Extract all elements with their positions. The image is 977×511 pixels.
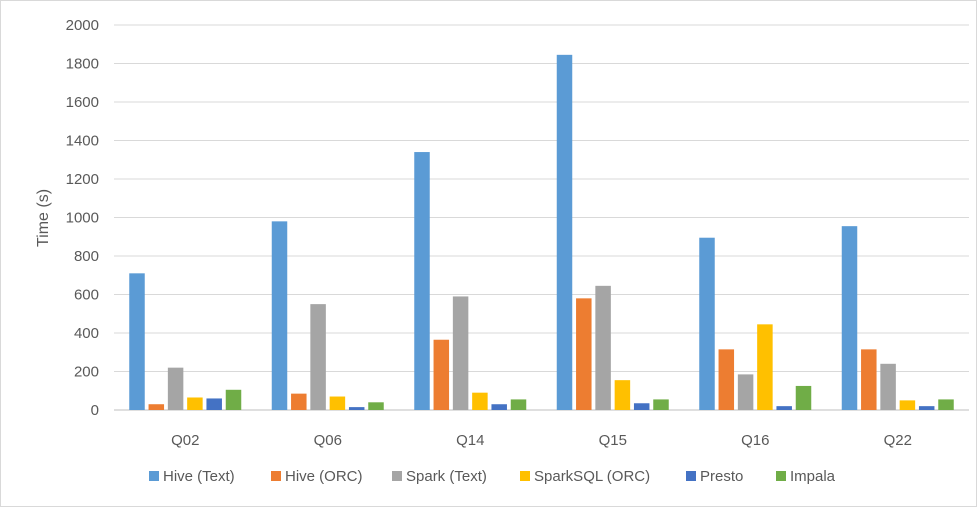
x-tick-label: Q22 — [884, 432, 912, 449]
bar — [776, 406, 792, 410]
legend-swatch — [776, 471, 786, 481]
bar — [861, 349, 877, 410]
bar — [595, 285, 611, 410]
bar — [167, 367, 184, 410]
bar — [899, 400, 916, 410]
bar — [348, 407, 365, 410]
legend-swatch — [686, 471, 696, 481]
bars — [129, 54, 954, 411]
legend-swatch — [520, 471, 530, 481]
y-tick-label: 1000 — [66, 210, 99, 227]
legend-swatch — [271, 471, 281, 481]
bar — [699, 237, 715, 410]
bar — [795, 385, 812, 410]
bar — [880, 363, 896, 410]
y-tick-label: 400 — [74, 325, 99, 342]
bar — [271, 221, 288, 410]
bar — [472, 392, 488, 410]
bar — [633, 403, 650, 410]
y-tick-label: 1600 — [66, 94, 99, 111]
y-tick-label: 200 — [74, 364, 99, 381]
legend-swatch — [149, 471, 159, 481]
gridlines — [114, 24, 969, 411]
bar — [653, 399, 669, 410]
bar — [452, 296, 469, 410]
x-tick-label: Q16 — [741, 432, 769, 449]
bar — [737, 374, 754, 410]
x-tick-label: Q14 — [456, 432, 484, 449]
bar — [414, 152, 430, 411]
bar — [556, 54, 573, 411]
bar — [206, 398, 222, 410]
bar — [187, 397, 203, 410]
y-tick-label: 2000 — [66, 17, 99, 34]
legend: Hive (Text) Hive (ORC) Spark (Text) SparkSQ… — [149, 468, 836, 485]
bar — [291, 393, 307, 410]
bar — [841, 226, 858, 410]
bar — [718, 349, 735, 410]
bar — [225, 389, 242, 410]
bar — [368, 402, 384, 410]
x-axis-ticks: Q02 Q06 Q14 Q15 Q16 Q22 — [171, 432, 912, 449]
bar — [757, 324, 773, 410]
bar — [510, 399, 527, 410]
legend-label: Hive (ORC) — [285, 468, 363, 485]
bar — [491, 404, 507, 410]
y-axis-ticks: 0 200 400 600 800 1000 1200 1400 1600 1800 2000 — [66, 17, 99, 419]
y-tick-label: 600 — [74, 287, 99, 304]
x-tick-label: Q06 — [314, 432, 342, 449]
y-tick-label: 800 — [74, 248, 99, 265]
bar — [614, 380, 631, 410]
legend-label: SparkSQL (ORC) — [534, 468, 650, 485]
x-tick-label: Q15 — [599, 432, 627, 449]
bar — [129, 273, 145, 410]
legend-label: Hive (Text) — [163, 468, 235, 485]
y-axis-label: Time (s) — [35, 189, 52, 247]
y-tick-label: 1400 — [66, 133, 99, 150]
bar — [329, 396, 346, 410]
x-tick-label: Q02 — [171, 432, 199, 449]
legend-label: Spark (Text) — [406, 468, 487, 485]
bar — [148, 404, 165, 410]
y-tick-label: 1800 — [66, 56, 99, 73]
bar — [310, 304, 326, 410]
legend-label: Presto — [700, 468, 743, 485]
legend-swatch — [392, 471, 402, 481]
y-tick-label: 1200 — [66, 171, 99, 188]
bar — [938, 399, 954, 410]
y-tick-label: 0 — [91, 402, 99, 419]
bar — [918, 406, 935, 410]
bar — [576, 298, 592, 410]
bar — [433, 339, 450, 410]
legend-label: Impala — [790, 468, 836, 485]
